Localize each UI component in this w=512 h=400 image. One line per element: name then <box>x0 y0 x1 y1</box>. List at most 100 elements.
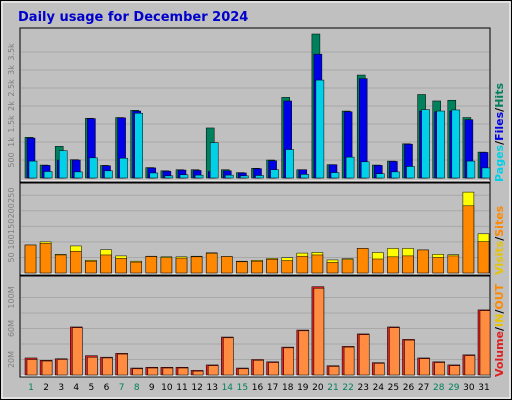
y-tick-label: 200 <box>7 203 16 218</box>
bar-pages <box>285 149 294 179</box>
bar-pages <box>134 112 143 179</box>
legend-pages-files-hits: Pages/Files/Hits <box>493 83 506 182</box>
bar-out <box>192 370 204 376</box>
bar-sites <box>54 254 67 274</box>
bar-sites <box>447 255 460 274</box>
bar-out <box>147 367 159 376</box>
bar-out <box>389 327 400 376</box>
y-tick-label: 60M <box>7 320 16 337</box>
y-tick-label: 250 <box>7 188 16 203</box>
x-tick-label: 1 <box>28 383 34 393</box>
bar-sites <box>372 258 384 274</box>
bar-sites <box>311 254 324 274</box>
bar-pages <box>194 174 204 179</box>
bar-pages <box>74 171 83 179</box>
x-tick-label: 11 <box>176 383 187 393</box>
x-tick-label: 31 <box>478 383 489 393</box>
x-tick-label: 13 <box>206 383 217 393</box>
bar-sites <box>432 257 444 274</box>
legend-entry: IN <box>493 314 506 327</box>
x-tick-label: 6 <box>104 383 110 393</box>
x-tick-label: 30 <box>463 383 475 393</box>
bar-out <box>434 362 445 376</box>
bar-out <box>102 357 113 376</box>
bar-out <box>404 339 415 376</box>
bar-pages <box>406 166 415 179</box>
bar-pages <box>315 79 325 179</box>
bar-sites <box>281 260 293 274</box>
bar-sites <box>39 243 52 274</box>
bar-sites <box>251 260 263 274</box>
bar-sites <box>417 249 429 274</box>
y-tick-label: 3.5k <box>7 43 16 61</box>
bar-sites <box>326 262 339 274</box>
bar-pages <box>225 174 234 179</box>
bar-pages <box>330 172 340 179</box>
x-tick-label: 9 <box>149 383 155 393</box>
bar-sites <box>70 250 82 274</box>
bar-out <box>238 368 249 376</box>
top-panel-hits-files-pages: 500 1k 1.5k 2k 2.5k 3k 3.5k <box>7 27 491 183</box>
x-tick-label: 26 <box>403 383 415 393</box>
x-tick-label: 20 <box>312 383 324 393</box>
x-tick-label: 28 <box>433 383 445 393</box>
bar-sites <box>190 256 203 274</box>
bar-sites <box>145 256 158 274</box>
x-tick-label: 5 <box>89 383 95 393</box>
bar-out <box>72 327 83 376</box>
y-tick-label: 500 <box>7 152 16 167</box>
legend-entry: / <box>493 326 506 331</box>
x-tick-label: 3 <box>58 383 64 393</box>
legend-entry: Visits <box>493 240 506 275</box>
bar-sites <box>266 259 278 274</box>
legend-volume-in-out: Volume/IN/OUT <box>493 283 506 377</box>
x-tick-label: 10 <box>161 383 173 393</box>
legend-visits-sites: Visits/Sites <box>493 205 506 275</box>
bar-out <box>419 358 430 376</box>
bar-sites <box>296 255 309 274</box>
x-axis-day-labels: 1 2 3 4 5 6 7 8 9 10 11 12 13 14 15 16 17 18 19 20 21 22 23 24 2… <box>28 383 490 393</box>
x-tick-label: 16 <box>252 383 264 393</box>
y-tick-label: 20M <box>7 351 16 368</box>
bar-out <box>87 356 98 376</box>
bar-out <box>268 362 279 376</box>
x-tick-label: 27 <box>418 383 429 393</box>
bar-out <box>283 347 294 376</box>
bar-sites <box>236 261 248 274</box>
y-tick-label: 2k <box>7 101 16 111</box>
bar-out <box>132 368 143 376</box>
x-tick-label: 22 <box>342 383 353 393</box>
x-tick-label: 17 <box>267 383 278 393</box>
bar-pages <box>391 171 400 179</box>
bar-pages <box>421 109 430 179</box>
bar-out <box>298 330 310 376</box>
bar-pages <box>255 175 264 179</box>
bar-out <box>328 366 340 376</box>
bar-pages <box>28 160 38 179</box>
bar-out <box>207 365 219 376</box>
x-tick-label: 21 <box>327 383 338 393</box>
x-tick-label: 25 <box>388 383 399 393</box>
legend-entry: / <box>493 309 506 314</box>
legend-entry: Sites <box>493 205 506 236</box>
x-tick-label: 2 <box>43 383 49 393</box>
x-tick-label: 19 <box>297 383 309 393</box>
y-tick-label: 100M <box>7 286 16 308</box>
bar-out <box>223 337 234 376</box>
bar-sites <box>205 253 218 274</box>
bar-pages <box>149 172 159 179</box>
bar-out <box>253 360 264 376</box>
y-tick-label: 1k <box>7 137 16 147</box>
bar-sites <box>115 258 127 274</box>
legend-entry: OUT <box>493 283 506 309</box>
bar-pages <box>119 157 128 179</box>
bar-pages <box>179 174 189 179</box>
bar-pages <box>300 174 310 179</box>
x-tick-label: 4 <box>73 383 79 393</box>
bar-out <box>449 365 461 376</box>
x-tick-label: 24 <box>373 383 385 393</box>
y-tick-label: 150 <box>7 219 16 234</box>
x-tick-label: 29 <box>448 383 460 393</box>
legend-entry: / <box>493 236 506 241</box>
bar-pages <box>376 173 385 179</box>
